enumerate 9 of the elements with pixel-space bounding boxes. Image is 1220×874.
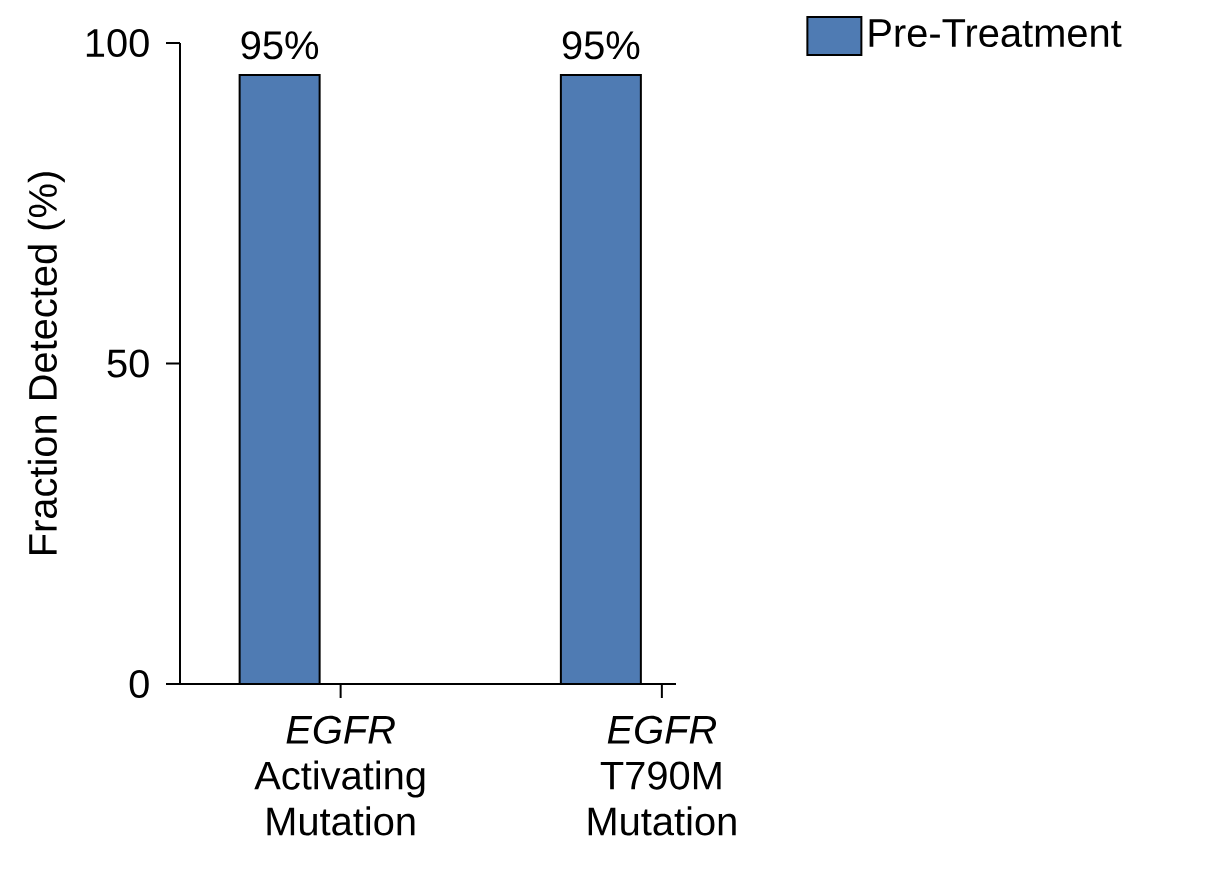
y-tick-label: 0 (129, 669, 149, 699)
legend-label: Pre-Treatment (869, 19, 1122, 48)
y-tick-label: 100 (86, 28, 149, 58)
x-tick-label: EGFR T790M Mutation (588, 715, 736, 836)
y-axis-title: Fraction Detected (%) (27, 172, 65, 554)
x-tick-label: EGFR Activating Mutation (254, 715, 425, 836)
data-label: 95% (562, 31, 640, 60)
y-tick-label: 50 (107, 349, 149, 378)
data-label: 95% (241, 31, 319, 60)
